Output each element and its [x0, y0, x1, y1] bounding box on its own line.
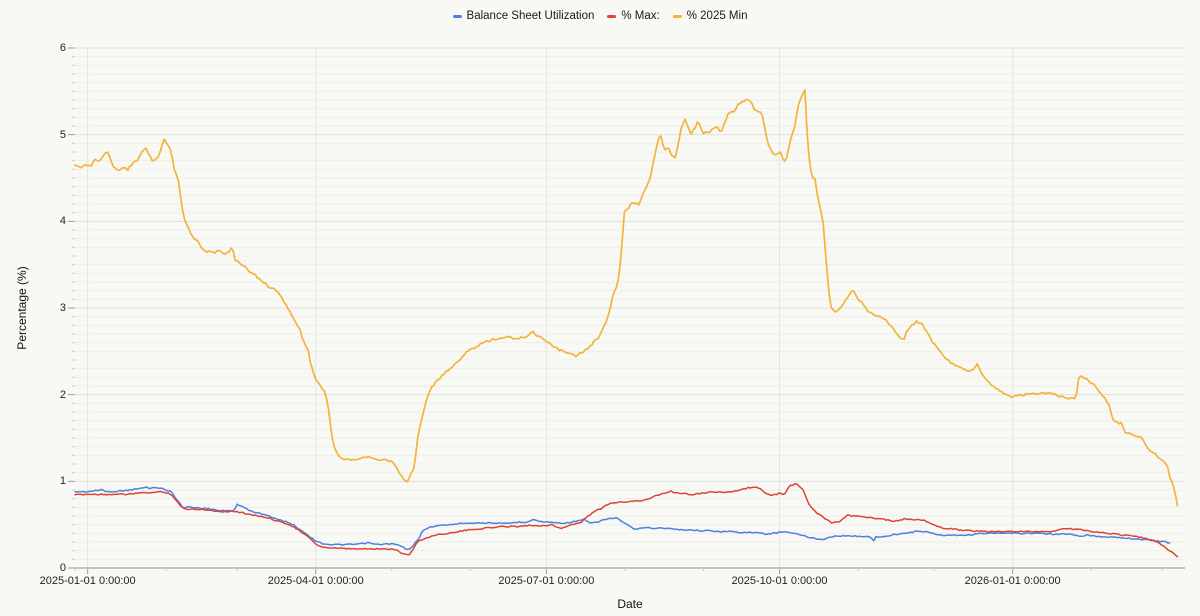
legend-swatch-icon [452, 14, 462, 18]
legend-item-3: % 2025 Min [672, 10, 748, 22]
y-tick-label: 6 [59, 42, 66, 54]
legend-swatch-icon [607, 14, 617, 18]
x-tick-label: 2025-07-01 0:00:00 [498, 575, 595, 587]
x-tick-label: 2025-10-01 0:00:00 [731, 575, 828, 587]
y-axis-title: Percentage (%) [15, 266, 29, 350]
y-tick-label: 1 [59, 475, 66, 488]
y-tick-label: 5 [59, 128, 66, 141]
x-tick-label: 2025-04-01 0:00:00 [267, 575, 364, 587]
series-line-3 [74, 88, 1179, 507]
legend-item-1: Balance Sheet Utilization [452, 10, 595, 22]
y-tick-label: 0 [59, 562, 66, 574]
x-tick-label: 2025-01-01 0:00:00 [39, 575, 136, 587]
y-tick-label: 2 [59, 388, 66, 401]
y-tick-label: 3 [59, 302, 66, 314]
legend-swatch-icon [672, 14, 682, 18]
x-axis-title: Date [617, 597, 643, 611]
series-line-1 [74, 486, 1171, 551]
legend-label: % 2025 Min [686, 10, 748, 22]
legend-item-2: % Max: [607, 10, 660, 22]
legend-label: Balance Sheet Utilization [466, 10, 595, 22]
chart-legend: Balance Sheet Utilization % Max: % 2025 Mi… [0, 10, 1200, 22]
x-tick-label: 2026-01-01 0:00:00 [964, 575, 1061, 587]
legend-label: % Max: [621, 10, 660, 22]
y-tick-label: 4 [59, 215, 66, 228]
series-line-2 [74, 483, 1179, 558]
